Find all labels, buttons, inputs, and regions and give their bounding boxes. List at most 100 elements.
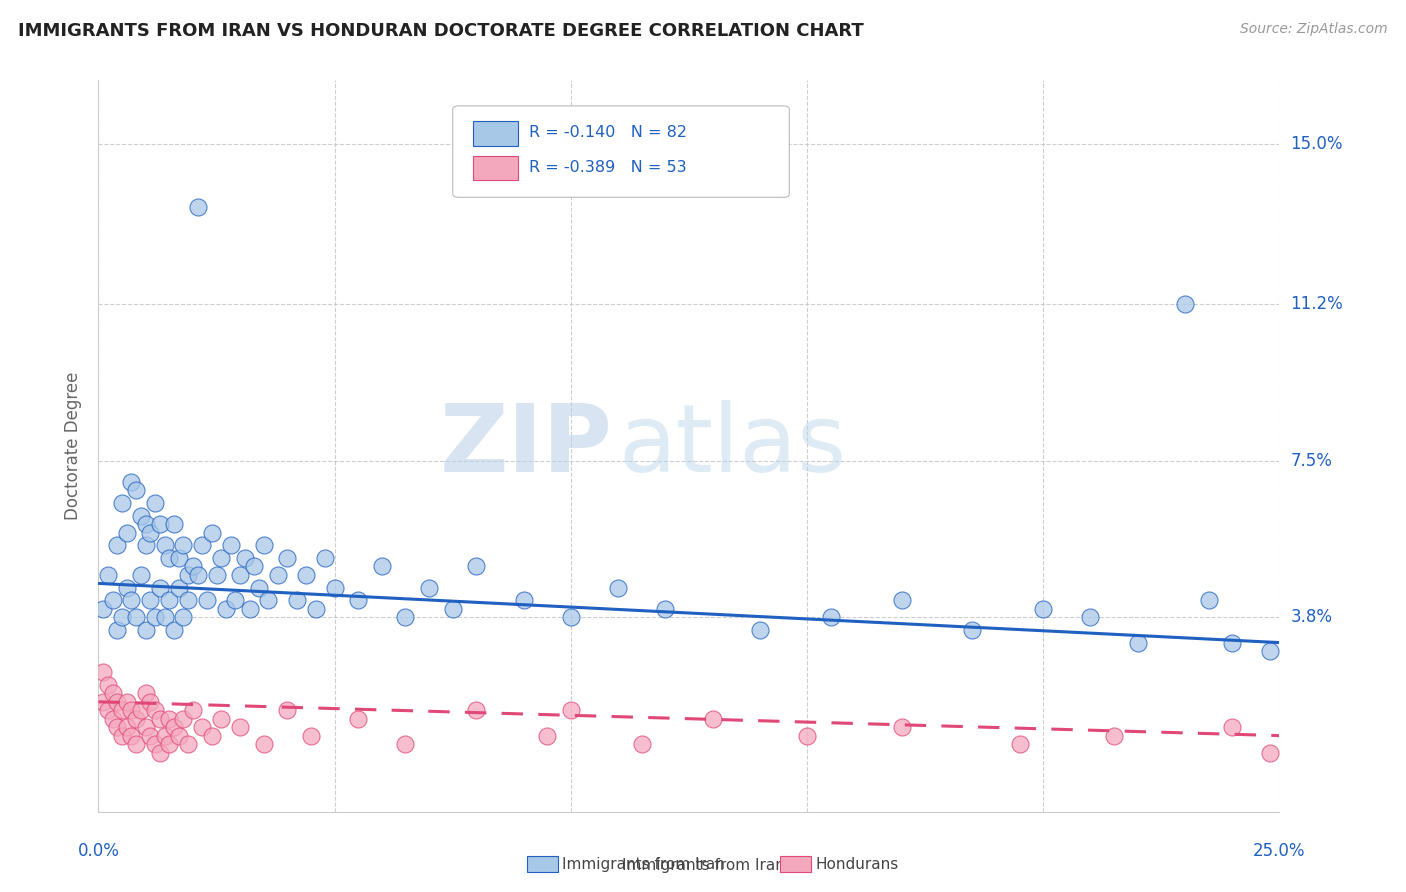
Point [187,200,209,214]
Point [1220,635,1243,649]
Point [143,496,166,510]
Bar [472,121,517,146]
Point [149,746,172,760]
Point [167,551,190,566]
Point [187,568,209,582]
Point [229,720,252,734]
Point [347,712,370,726]
Point [1220,720,1243,734]
Text: Hondurans: Hondurans [815,857,898,871]
Point [253,538,276,552]
Point [157,551,180,566]
Point [305,601,328,615]
FancyBboxPatch shape [453,106,789,197]
Point [111,703,134,717]
Point [209,551,232,566]
Point [157,593,180,607]
Point [1008,737,1031,751]
Point [560,610,582,624]
Point [121,703,143,717]
Point [135,623,157,637]
Text: Immigrants from Iran: Immigrants from Iran [621,858,785,872]
Text: R = -0.389   N = 53: R = -0.389 N = 53 [530,160,688,175]
Text: 7.5%: 7.5% [1291,451,1333,470]
Point [101,712,124,726]
Point [1174,297,1197,311]
Point [201,729,224,743]
Text: 11.2%: 11.2% [1291,295,1343,313]
Text: 25.0%: 25.0% [1253,842,1306,860]
Point [347,593,370,607]
Point [295,568,318,582]
Point [125,737,148,751]
Point [243,559,266,574]
Point [129,508,152,523]
Point [139,525,162,540]
Point [115,720,138,734]
Point [149,712,172,726]
Text: 15.0%: 15.0% [1291,135,1343,153]
Point [157,737,180,751]
Point [111,610,134,624]
Point [890,720,912,734]
Point [748,623,770,637]
Y-axis label: Doctorate Degree: Doctorate Degree [65,372,83,520]
Point [139,695,162,709]
Point [153,610,176,624]
Point [135,686,157,700]
Point [101,686,124,700]
Point [191,720,214,734]
Point [702,712,724,726]
Point [890,593,912,607]
Point [121,729,143,743]
Point [195,593,218,607]
Text: ZIP: ZIP [439,400,612,492]
Point [167,581,190,595]
Point [125,712,148,726]
Text: atlas: atlas [619,400,846,492]
Point [465,559,488,574]
Point [143,610,166,624]
Point [149,517,172,532]
Text: Source: ZipAtlas.com: Source: ZipAtlas.com [1240,22,1388,37]
Point [1258,644,1281,658]
Point [97,568,120,582]
Point [224,593,246,607]
Point [181,559,204,574]
Point [371,559,394,574]
Point [820,610,842,624]
Point [129,703,152,717]
Point [177,593,200,607]
Point [247,581,270,595]
Point [299,729,322,743]
Point [560,703,582,717]
Point [536,729,558,743]
Point [129,568,152,582]
Point [512,593,534,607]
Point [394,610,416,624]
Point [654,601,676,615]
Point [105,623,128,637]
Point [267,568,290,582]
Point [394,737,416,751]
Point [163,720,186,734]
Point [115,581,138,595]
Point [276,703,298,717]
Point [115,525,138,540]
Point [172,610,194,624]
Point [215,601,238,615]
Point [153,729,176,743]
Bar [472,155,517,180]
Point [607,581,630,595]
Point [111,496,134,510]
Point [139,593,162,607]
Point [91,665,114,680]
Point [101,593,124,607]
Point [239,601,262,615]
Point [111,729,134,743]
Point [796,729,818,743]
Point [172,538,194,552]
Point [157,712,180,726]
Point [441,601,464,615]
Point [121,475,143,489]
